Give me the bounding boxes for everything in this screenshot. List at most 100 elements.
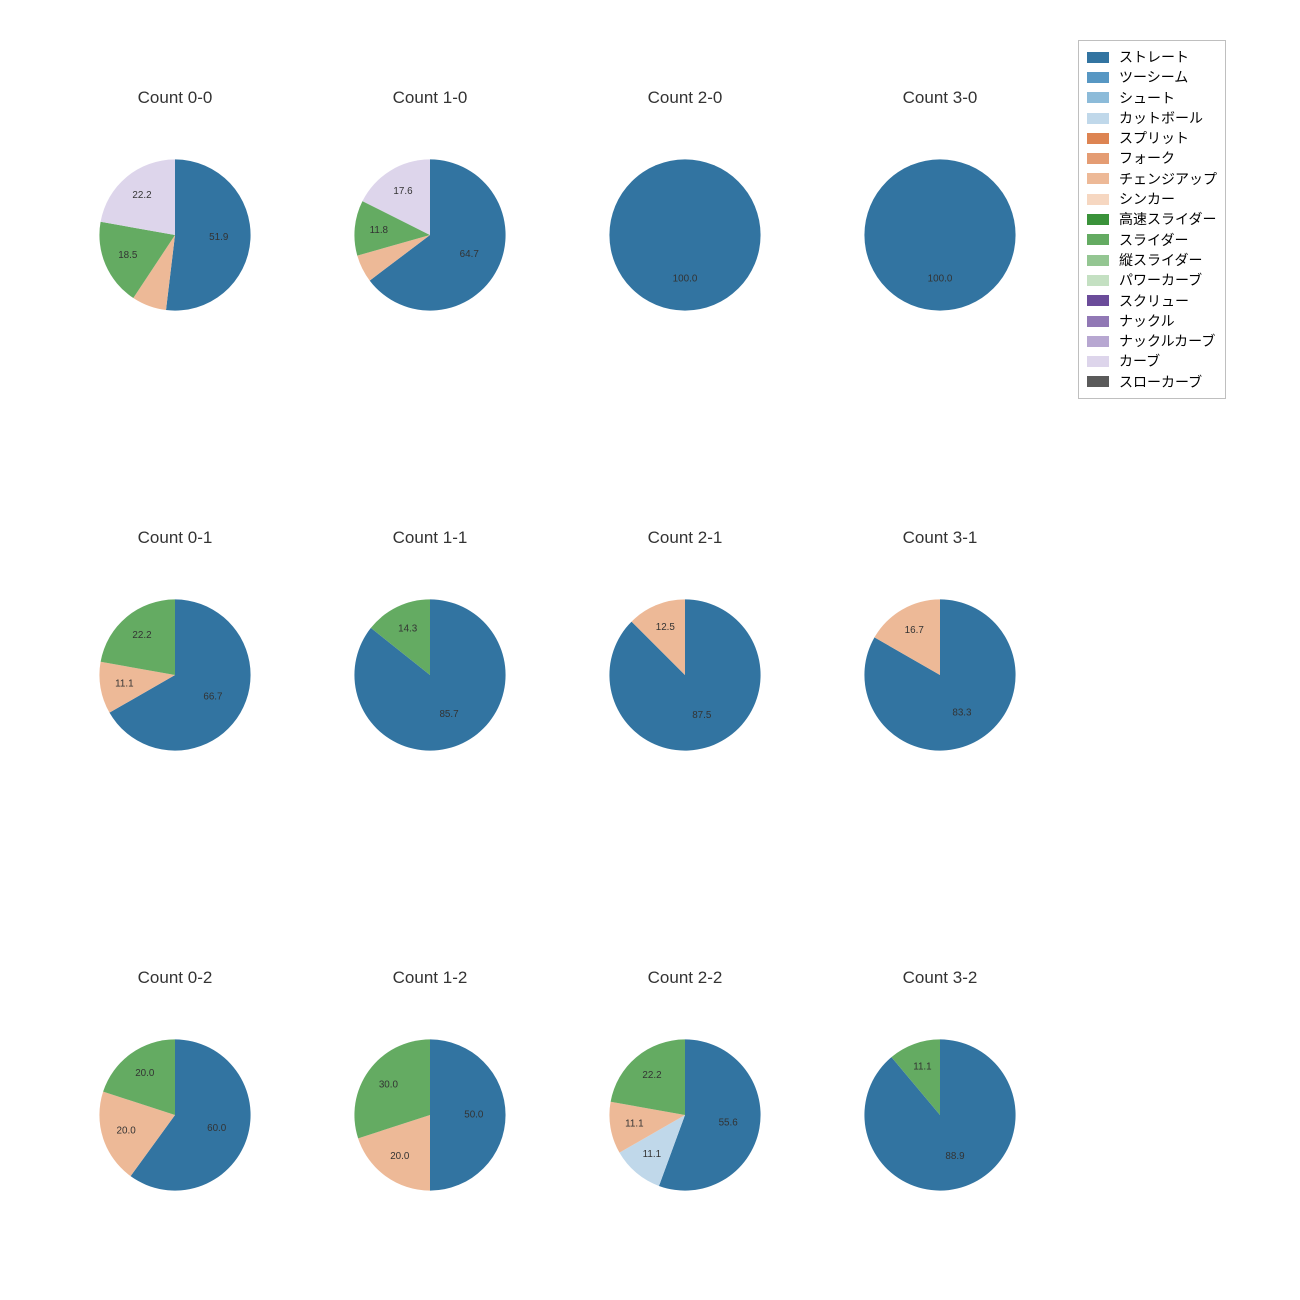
legend-label: ツーシーム (1119, 67, 1188, 87)
legend-label: ストレート (1119, 47, 1189, 67)
legend-item: カーブ (1087, 351, 1217, 371)
legend-swatch (1087, 336, 1109, 347)
pie-svg: 60.0 20.0 20.0 (60, 1000, 290, 1230)
pie-title: Count 1-0 (315, 88, 545, 108)
slice-label: 100.0 (673, 273, 698, 284)
legend-label: シンカー (1119, 189, 1175, 209)
pie-svg: 50.020.030.0 (315, 1000, 545, 1230)
legend-label: ナックルカーブ (1119, 331, 1215, 351)
legend-label: カットボール (1119, 108, 1203, 128)
legend-item: スローカーブ (1087, 372, 1217, 392)
slice-label: 22.2 (642, 1070, 661, 1081)
legend-item: パワーカーブ (1087, 270, 1217, 290)
slice-label: 100.0 (928, 273, 953, 284)
pie-svg: 88.9 11.1 (825, 1000, 1055, 1230)
legend-swatch (1087, 356, 1109, 367)
slice-label: 22.2 (132, 630, 151, 641)
pie-svg: 87.512.5 (570, 560, 800, 790)
pie-slice (609, 159, 760, 310)
slice-label: 11.1 (643, 1149, 661, 1160)
legend-item: スクリュー (1087, 291, 1217, 311)
pie-svg: 66.7 11.1 22.2 (60, 560, 290, 790)
pie-svg: 64.711.817.6 (315, 120, 545, 350)
pie-title: Count 3-1 (825, 528, 1055, 548)
pie-svg: 51.918.522.2 (60, 120, 290, 350)
legend-label: スクリュー (1119, 291, 1189, 311)
slice-label: 83.3 (952, 708, 972, 719)
legend-label: 高速スライダー (1119, 209, 1216, 229)
pie-chart: Count 3-183.316.7 (825, 560, 1055, 790)
pie-title: Count 2-2 (570, 968, 800, 988)
legend-swatch (1087, 52, 1109, 63)
pie-title: Count 3-2 (825, 968, 1055, 988)
legend-swatch (1087, 295, 1109, 306)
legend-swatch (1087, 92, 1109, 103)
pie-chart: Count 3-288.911.1 (825, 1000, 1055, 1230)
pie-chart: Count 1-064.711.817.6 (315, 120, 545, 350)
legend-item: 縦スライダー (1087, 250, 1217, 270)
pie-chart: Count 2-187.512.5 (570, 560, 800, 790)
slice-label: 50.0 (464, 1110, 484, 1121)
legend: ストレートツーシームシュートカットボールスプリットフォークチェンジアップシンカー… (1078, 40, 1226, 399)
pie-chart: Count 1-185.714.3 (315, 560, 545, 790)
legend-swatch (1087, 173, 1109, 184)
slice-label: 20.0 (117, 1125, 137, 1136)
legend-swatch (1087, 113, 1109, 124)
pie-chart: Count 0-051.918.522.2 (60, 120, 290, 350)
pie-title: Count 2-0 (570, 88, 800, 108)
slice-label: 11.1 (913, 1061, 931, 1072)
slice-label: 88.9 (945, 1151, 965, 1162)
slice-label: 12.5 (656, 622, 676, 633)
pie-chart: Count 2-0100.0 (570, 120, 800, 350)
legend-label: フォーク (1119, 148, 1175, 168)
legend-item: スプリット (1087, 128, 1217, 148)
pie-svg: 100.0 (825, 120, 1055, 350)
legend-swatch (1087, 234, 1109, 245)
legend-swatch (1087, 153, 1109, 164)
pie-chart: Count 0-260.020.020.0 (60, 1000, 290, 1230)
legend-swatch (1087, 255, 1109, 266)
chart-stage: Count 0-051.918.522.2Count 1-064.711.817… (0, 0, 1300, 1300)
legend-item: カットボール (1087, 108, 1217, 128)
pie-title: Count 2-1 (570, 528, 800, 548)
legend-swatch (1087, 275, 1109, 286)
legend-item: スライダー (1087, 230, 1217, 250)
pie-svg: 55.6 11.1 11.1 22.2 (570, 1000, 800, 1230)
legend-item: フォーク (1087, 148, 1217, 168)
slice-label: 16.7 (905, 625, 924, 636)
slice-label: 60.0 (207, 1123, 227, 1134)
slice-label: 66.7 (203, 692, 222, 703)
slice-label: 20.0 (135, 1068, 155, 1079)
legend-swatch (1087, 376, 1109, 387)
legend-item: ナックルカーブ (1087, 331, 1217, 351)
legend-swatch (1087, 194, 1109, 205)
pie-slice (864, 159, 1015, 310)
legend-label: スプリット (1119, 128, 1189, 148)
legend-label: スライダー (1119, 230, 1188, 250)
pie-svg: 83.3 16.7 (825, 560, 1055, 790)
slice-label: 85.7 (439, 709, 458, 720)
pie-title: Count 1-1 (315, 528, 545, 548)
legend-label: スローカーブ (1119, 372, 1202, 392)
slice-label: 22.2 (132, 190, 151, 201)
legend-swatch (1087, 316, 1109, 327)
pie-slice (166, 159, 251, 310)
legend-label: カーブ (1119, 351, 1160, 371)
slice-label: 51.9 (209, 232, 229, 243)
slice-label: 14.3 (398, 623, 418, 634)
legend-label: 縦スライダー (1119, 250, 1202, 270)
slice-label: 11.1 (115, 678, 133, 689)
slice-label: 17.6 (393, 186, 413, 197)
pie-svg: 85.7 14.3 (315, 560, 545, 790)
slice-label: 11.1 (625, 1118, 643, 1129)
legend-swatch (1087, 72, 1109, 83)
legend-swatch (1087, 214, 1109, 225)
legend-item: ストレート (1087, 47, 1217, 67)
legend-item: チェンジアップ (1087, 169, 1217, 189)
pie-svg: 100.0 (570, 120, 800, 350)
slice-label: 55.6 (719, 1117, 739, 1128)
legend-item: ツーシーム (1087, 67, 1217, 87)
legend-swatch (1087, 133, 1109, 144)
legend-label: チェンジアップ (1119, 169, 1217, 189)
legend-item: シュート (1087, 88, 1217, 108)
